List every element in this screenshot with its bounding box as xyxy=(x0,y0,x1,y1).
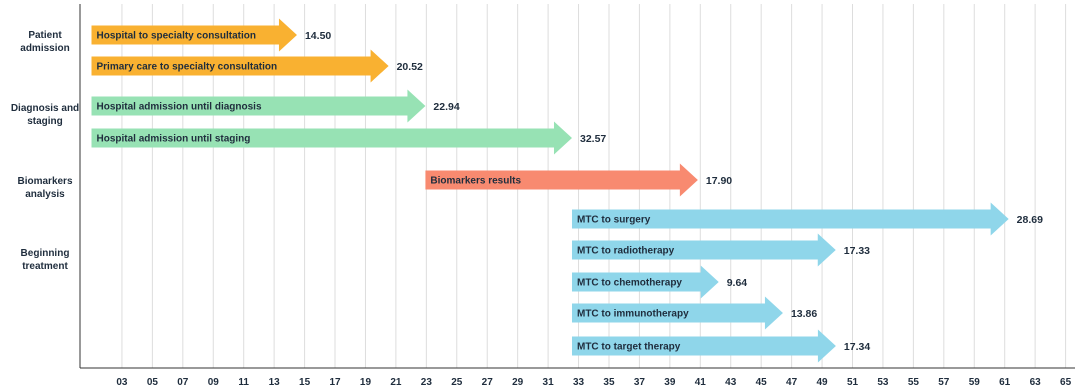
x-tick-label: 23 xyxy=(421,377,433,388)
x-tick-label: 65 xyxy=(1060,377,1072,388)
x-tick-label: 59 xyxy=(969,377,981,388)
bar-arrow xyxy=(91,49,389,83)
bar-arrow xyxy=(571,296,783,330)
x-tick-label: 05 xyxy=(147,377,159,388)
bar-value-label: 22.94 xyxy=(433,101,459,113)
bar-value-label: 20.52 xyxy=(397,61,423,73)
x-tick-label: 13 xyxy=(269,377,281,388)
x-tick-label: 09 xyxy=(208,377,220,388)
bar-arrow xyxy=(571,329,836,363)
x-tick-label: 53 xyxy=(877,377,889,388)
bar-value-label: 17.90 xyxy=(706,175,732,187)
x-tick-label: 61 xyxy=(999,377,1011,388)
bar-label: MTC to immunotherapy xyxy=(577,309,689,320)
x-tick-label: 21 xyxy=(390,377,402,388)
bar-value-label: 9.64 xyxy=(727,277,748,289)
bar-value-label: 17.34 xyxy=(844,341,870,353)
x-tick-label: 49 xyxy=(816,377,828,388)
bar-label: MTC to radiotherapy xyxy=(577,246,675,257)
x-tick-label: 51 xyxy=(847,377,859,388)
x-tick-label: 11 xyxy=(238,377,249,388)
x-tick-label: 35 xyxy=(603,377,615,388)
bar-arrow xyxy=(91,18,297,52)
bar-value-label: 13.86 xyxy=(791,308,817,320)
x-tick-label: 29 xyxy=(512,377,524,388)
category-label: Patient admission xyxy=(20,30,69,54)
x-tick-label: 03 xyxy=(116,377,128,388)
axes xyxy=(79,4,1075,369)
x-tick-label: 33 xyxy=(573,377,585,388)
x-tick-label: 37 xyxy=(634,377,646,388)
bar-arrow xyxy=(571,265,719,299)
x-tick-label: 27 xyxy=(482,377,494,388)
x-tick-label: 45 xyxy=(756,377,768,388)
category-label: Diagnosis and staging xyxy=(11,103,79,127)
x-tick-labels: 03 05 07 09 11 13 15 17 19 21 23 25 27 29 31 33 35 37 39 41… xyxy=(116,377,1071,388)
bar-label: MTC to target therapy xyxy=(577,342,681,353)
x-tick-label: 39 xyxy=(664,377,676,388)
bar-arrow xyxy=(571,202,1009,236)
bar-value-label: 28.69 xyxy=(1017,214,1043,226)
bar-label: Hospital to specialty consultation xyxy=(97,31,256,42)
bar-arrow xyxy=(425,163,698,197)
bar-arrow xyxy=(91,121,572,155)
x-tick-label: 43 xyxy=(725,377,737,388)
x-tick-label: 57 xyxy=(938,377,950,388)
x-tick-label: 15 xyxy=(299,377,311,388)
bar-value-label: 17.33 xyxy=(844,245,870,257)
bar-label: MTC to chemotherapy xyxy=(577,278,682,289)
bar-label: MTC to surgery xyxy=(577,215,651,226)
x-tick-label: 47 xyxy=(786,377,798,388)
category-labels: Patient admission Diagnosis and staging Biom… xyxy=(11,30,79,272)
x-tick-label: 31 xyxy=(543,377,555,388)
bar-label: Hospital admission until staging xyxy=(97,134,251,145)
x-tick-label: 63 xyxy=(1030,377,1042,388)
category-label: Beginning treatment xyxy=(21,248,70,272)
bar-arrow xyxy=(571,233,836,267)
bar-label: Biomarkers results xyxy=(430,176,521,187)
bar-value-label: 14.50 xyxy=(305,30,331,42)
bar-arrow xyxy=(91,89,426,123)
bars: Hospital to specialty consultation 14.50 P… xyxy=(91,18,1043,363)
x-tick-label: 07 xyxy=(177,377,189,388)
bar-value-label: 32.57 xyxy=(580,133,606,145)
x-tick-label: 41 xyxy=(695,377,707,388)
category-label: Biomarkers analysis xyxy=(17,176,72,200)
bar-label: Primary care to specialty consultation xyxy=(97,62,278,73)
x-tick-label: 17 xyxy=(329,377,341,388)
x-tick-label: 19 xyxy=(360,377,372,388)
bar-label: Hospital admission until diagnosis xyxy=(97,102,262,113)
x-tick-label: 25 xyxy=(451,377,463,388)
x-tick-label: 55 xyxy=(908,377,920,388)
